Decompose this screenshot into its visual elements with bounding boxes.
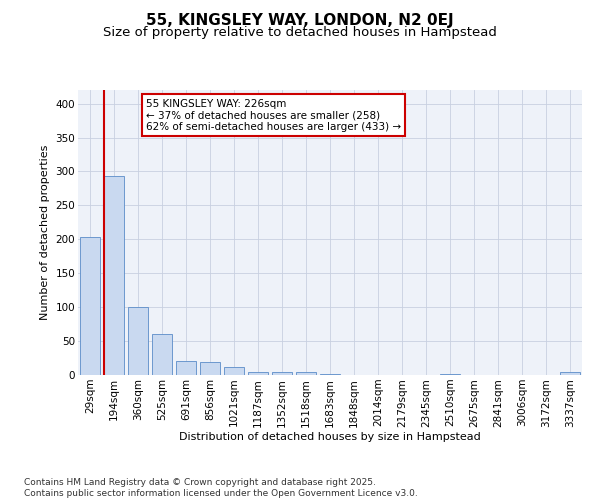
Bar	[104, 176, 124, 375]
Bar	[560, 372, 580, 375]
Bar	[296, 372, 316, 375]
Text: 55, KINGSLEY WAY, LONDON, N2 0EJ: 55, KINGSLEY WAY, LONDON, N2 0EJ	[146, 12, 454, 28]
Bar	[440, 374, 460, 375]
Bar	[320, 374, 340, 375]
Text: Size of property relative to detached houses in Hampstead: Size of property relative to detached ho…	[103, 26, 497, 39]
Bar	[128, 307, 148, 375]
Bar	[176, 362, 196, 375]
Y-axis label: Number of detached properties: Number of detached properties	[40, 145, 50, 320]
X-axis label: Distribution of detached houses by size in Hampstead: Distribution of detached houses by size …	[179, 432, 481, 442]
Text: Contains HM Land Registry data © Crown copyright and database right 2025.
Contai: Contains HM Land Registry data © Crown c…	[24, 478, 418, 498]
Bar	[152, 334, 172, 375]
Bar	[200, 362, 220, 375]
Text: 55 KINGSLEY WAY: 226sqm
← 37% of detached houses are smaller (258)
62% of semi-d: 55 KINGSLEY WAY: 226sqm ← 37% of detache…	[146, 98, 401, 132]
Bar	[80, 238, 100, 375]
Bar	[248, 372, 268, 375]
Bar	[224, 367, 244, 375]
Bar	[272, 372, 292, 375]
